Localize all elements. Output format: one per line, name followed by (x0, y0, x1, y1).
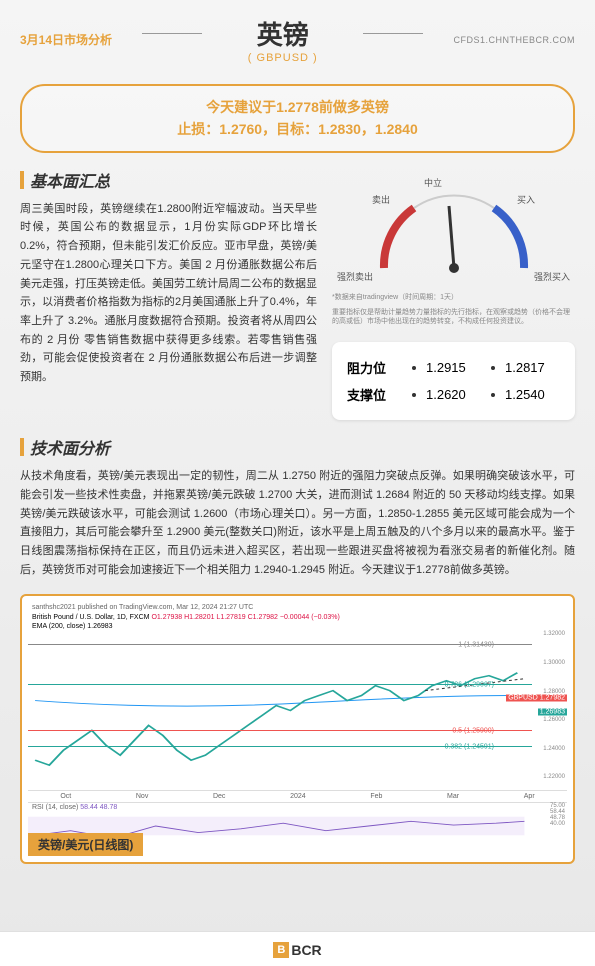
page-header: 3月14日市场分析 英镑 ( GBPUSD ) CFDS1.CHNTHEBCR.… (0, 0, 595, 69)
reco-line2: 止损：1.2760，目标：1.2830，1.2840 (37, 118, 558, 140)
chart-pair-info: British Pound / U.S. Dollar, 1D, FXCM O1… (28, 613, 567, 622)
fundamental-body: 周三美国时段，英镑继续在1.2800附近窄幅波动。当天早些时候，英国公布的数据显… (20, 200, 317, 387)
resistance-v2: 1.2817 (505, 360, 560, 375)
gauge-disclaimer: 重要指标仅是帮助计量趋势力量指标的先行指标，在观察或趋势（价格不会理的高或低）市… (332, 308, 575, 328)
reco-line1: 今天建议于1.2778前做多英镑 (37, 96, 558, 118)
resistance-label: 阻力位 (347, 358, 402, 377)
technical-section: 技术面分析 从技术角度看，英镑/美元表现出一定的韧性，周二从 1.2750 附近… (0, 420, 595, 589)
dot-icon (412, 393, 416, 397)
accent-bar (20, 438, 24, 456)
fundamental-title: 基本面汇总 (30, 168, 110, 192)
ohlc-data: O1.27938 H1.28201 L1.27819 C1.27982 −0.0… (151, 614, 339, 621)
page-footer: B BCR (0, 931, 595, 966)
dot-icon (491, 393, 495, 397)
fib-line: 0.5 (1.25900) (28, 730, 532, 731)
gauge-source: *数据来自tradingview（时间周期：1天） (332, 293, 575, 303)
pair-name: British Pound / U.S. Dollar, 1D, FXCM (32, 614, 149, 621)
price-chart-svg (28, 631, 567, 790)
gauge-buy: 买入 (517, 193, 535, 206)
rsi-levels: 75.0058.4448.7840.00 (550, 803, 565, 827)
support-v2: 1.2540 (505, 387, 560, 402)
fib-line: 0.786 (1.29067) (28, 684, 532, 685)
support-row: 支撑位 1.2620 1.2540 (347, 381, 560, 408)
resistance-row: 阻力位 1.2915 1.2817 (347, 354, 560, 381)
technical-body: 从技术角度看，英镑/美元表现出一定的韧性，周二从 1.2750 附近的强阻力突破… (20, 467, 575, 579)
levels-box: 阻力位 1.2915 1.2817 支撑位 1.2620 1.2540 (332, 342, 575, 420)
accent-bar (20, 171, 24, 189)
chart-container: santhshc2021 published on TradingView.co… (20, 594, 575, 864)
gauge-sell: 卖出 (372, 193, 390, 206)
content-row: 基本面汇总 周三美国时段，英镑继续在1.2800附近窄幅波动。当天早些时候，英国… (0, 168, 595, 420)
fib-line: 0.382 (1.24591) (28, 746, 532, 747)
dot-icon (491, 366, 495, 370)
brand-logo: B BCR (273, 942, 321, 958)
rsi-values: 58.44 48.78 (80, 804, 117, 811)
gauge-strong-buy: 强烈买入 (534, 270, 570, 283)
rsi-name: RSI (14, close) (32, 804, 78, 811)
support-label: 支撑位 (347, 385, 402, 404)
dot-icon (412, 366, 416, 370)
technical-header: 技术面分析 (20, 435, 575, 459)
chart-attribution: santhshc2021 published on TradingView.co… (28, 602, 567, 613)
chart-caption: 英镑/美元(日线图) (28, 833, 143, 856)
sub-title: ( GBPUSD ) (112, 52, 453, 64)
fundamental-header: 基本面汇总 (20, 168, 317, 192)
gauge-column: 强烈卖出 卖出 中立 买入 强烈买入 *数据来自tradingview（时间周期… (332, 168, 575, 420)
support-v1: 1.2620 (426, 387, 481, 402)
fundamental-column: 基本面汇总 周三美国时段，英镑继续在1.2800附近窄幅波动。当天早些时候，英国… (20, 168, 317, 420)
chart-main-area: 1 (1.31430) 0.786 (1.29067) 0.5 (1.25900) 0… (28, 631, 567, 791)
technical-title: 技术面分析 (30, 435, 110, 459)
rsi-label: RSI (14, close) 58.44 48.78 (28, 803, 567, 812)
gauge-strong-sell: 强烈卖出 (337, 270, 373, 283)
fib-line: 1 (1.31430) (28, 644, 532, 645)
recommendation-box: 今天建议于1.2778前做多英镑 止损：1.2760，目标：1.2830，1.2… (20, 84, 575, 153)
date-label: 3月14日市场分析 (20, 31, 112, 48)
title-wrapper: 英镑 ( GBPUSD ) (112, 15, 453, 64)
main-title: 英镑 (112, 15, 453, 52)
ema-info: EMA (200, close) 1.26983 (28, 622, 567, 631)
brand-text: BCR (291, 942, 321, 958)
sentiment-gauge: 强烈卖出 卖出 中立 买入 强烈买入 (332, 178, 575, 288)
resistance-v1: 1.2915 (426, 360, 481, 375)
logo-icon: B (273, 942, 289, 958)
y-axis: 1.320001.300001.280001.260001.240001.220… (532, 631, 567, 790)
site-url: CFDS1.CHNTHEBCR.COM (453, 35, 575, 45)
gauge-neutral: 中立 (424, 176, 442, 189)
